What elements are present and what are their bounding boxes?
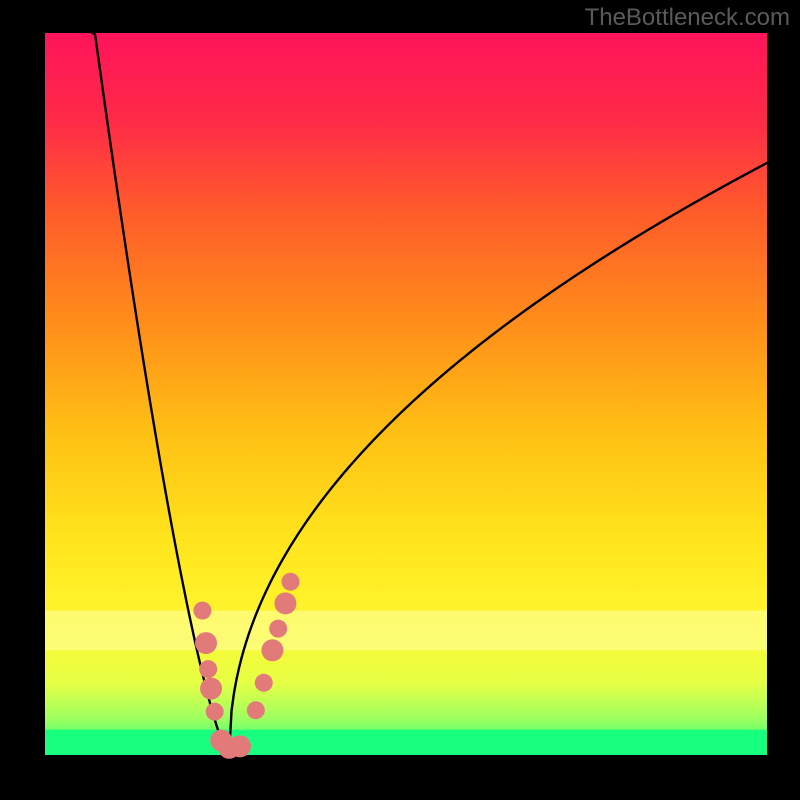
chart-plot-area: [45, 33, 767, 755]
chart-frame: TheBottleneck.com: [0, 0, 800, 800]
watermark-text: TheBottleneck.com: [585, 4, 790, 32]
